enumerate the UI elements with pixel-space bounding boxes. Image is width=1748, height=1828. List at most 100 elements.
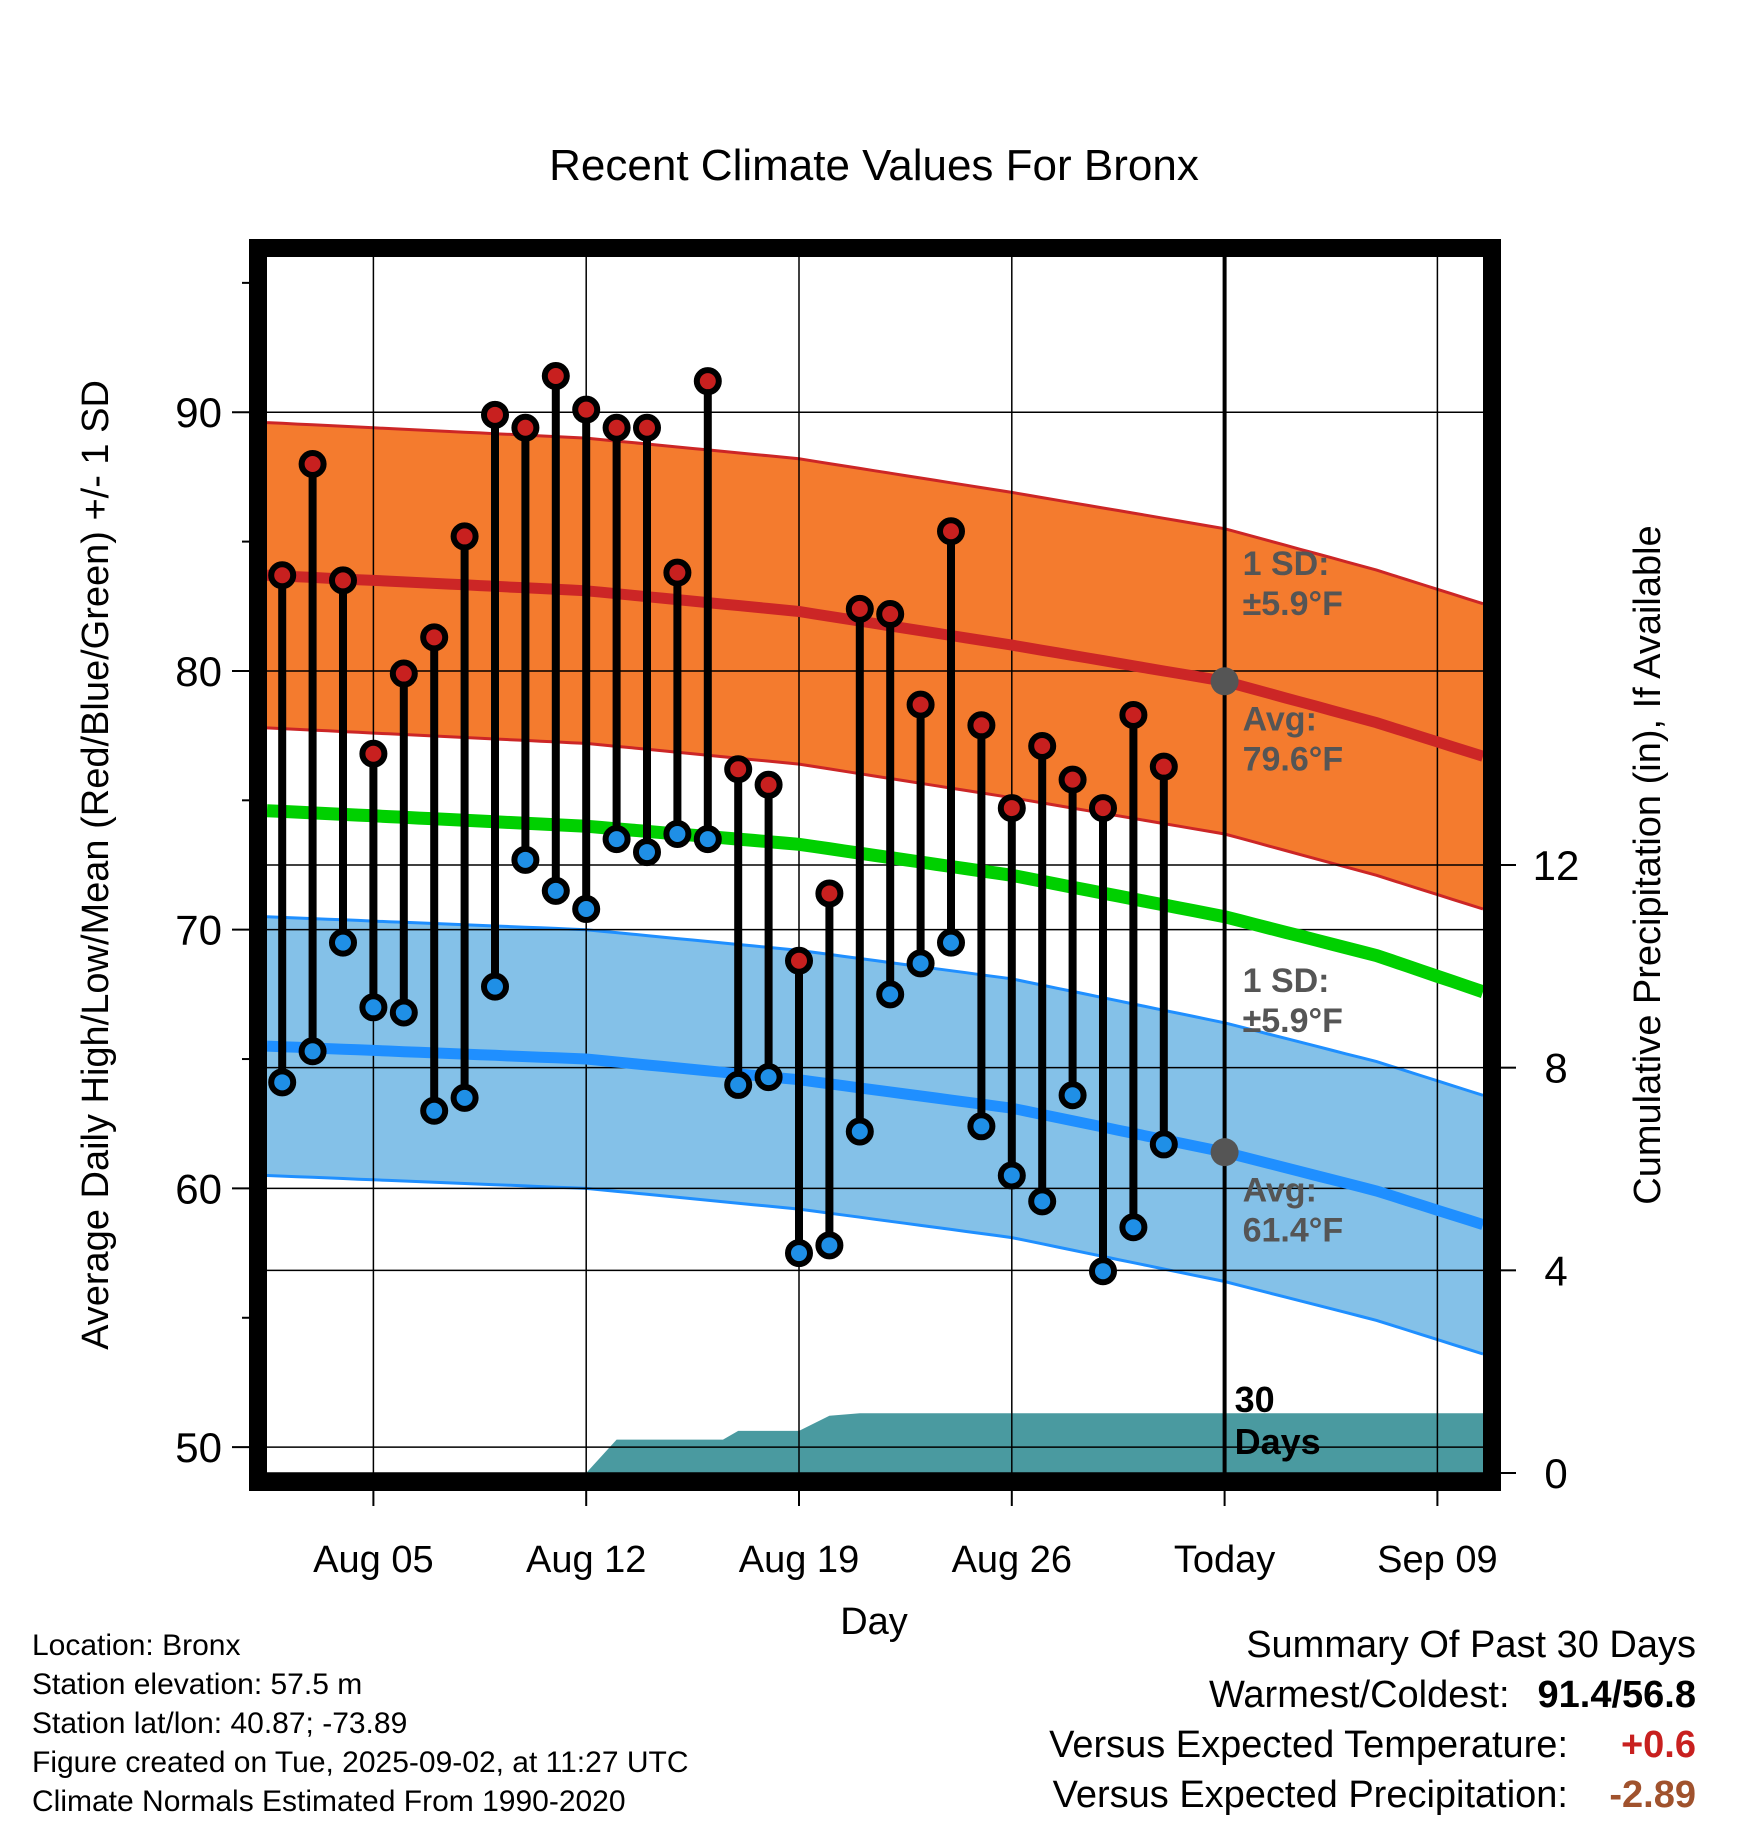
low-point: [511, 845, 540, 874]
precip-row: Versus Expected Precipitation: -2.89: [1049, 1770, 1696, 1820]
high-point: [359, 739, 388, 768]
low-point: [906, 949, 935, 978]
low-point: [693, 825, 722, 854]
high-point: [572, 395, 601, 424]
precip-value: -2.89: [1609, 1774, 1696, 1816]
low-point: [1149, 1130, 1178, 1159]
high-sd-lower-line: [266, 726, 1484, 911]
high-point: [1149, 752, 1178, 781]
low-point: [298, 1037, 327, 1066]
low-point: [997, 1161, 1026, 1190]
warm-cold-value: 91.4/56.8: [1537, 1674, 1696, 1716]
temp-label: Versus Expected Temperature:: [1049, 1724, 1568, 1766]
created-text: Figure created on Tue, 2025-09-02, at 11…: [32, 1746, 689, 1779]
low-avg-annotation: 61.4°F: [1243, 1211, 1344, 1249]
high-point: [602, 413, 631, 442]
latlon-text: Station lat/lon: 40.87; -73.89: [32, 1707, 408, 1740]
high-avg-annotation: 79.6°F: [1243, 740, 1344, 778]
x-axis-label: Day: [840, 1601, 908, 1643]
high-point: [876, 600, 905, 629]
low-point: [785, 1239, 813, 1268]
low-point: [420, 1096, 449, 1125]
y-axis-label: Average Daily High/Low/Mean (Red/Blue/Gr…: [75, 380, 117, 1350]
low-point: [845, 1117, 874, 1146]
temp-row: Versus Expected Temperature: +0.6: [1049, 1720, 1696, 1770]
x-tick-label: Aug 19: [739, 1539, 859, 1581]
high-avg-annotation: Avg:: [1243, 700, 1317, 738]
low-point: [572, 894, 601, 923]
location-text: Location: Bronx: [32, 1629, 241, 1662]
high-point: [298, 449, 327, 478]
y-tick-label: 60: [175, 1165, 222, 1212]
low-point: [663, 819, 692, 848]
low-point: [481, 972, 509, 1001]
low-point: [937, 928, 965, 957]
low-avg-annotation: Avg:: [1243, 1171, 1317, 1209]
high-point: [389, 659, 418, 688]
low-mean-line: [266, 1040, 1485, 1230]
y-tick-label: 80: [175, 648, 222, 695]
plot-frame: [249, 239, 1501, 1491]
high-mean-line: [266, 569, 1485, 762]
precip-label: Versus Expected Precipitation:: [1052, 1774, 1568, 1816]
chart-title: Recent Climate Values For Bronx: [549, 141, 1199, 190]
y2-tick-label: 0: [1544, 1450, 1567, 1497]
low-point: [633, 838, 661, 867]
x-tick-label: Aug 26: [952, 1539, 1072, 1581]
elevation-text: Station elevation: 57.5 m: [32, 1668, 363, 1701]
precipitation-area: [586, 1413, 1483, 1473]
high-point: [937, 517, 965, 546]
high-point: [754, 770, 783, 799]
high-point: [1089, 794, 1117, 823]
low-point: [754, 1063, 783, 1092]
low-point: [815, 1231, 844, 1260]
high-point: [633, 413, 661, 442]
high-point: [481, 400, 509, 429]
low-point: [876, 980, 905, 1009]
high-point: [541, 362, 570, 391]
x-tick-label: Sep 09: [1377, 1539, 1497, 1581]
normals-text: Climate Normals Estimated From 1990-2020: [32, 1785, 626, 1818]
today-days-annotation: Days: [1235, 1421, 1321, 1462]
high-sd-annotation: ±5.9°F: [1243, 585, 1343, 623]
high-point: [967, 711, 996, 740]
x-tick-label: Aug 05: [313, 1539, 433, 1581]
high-point: [268, 561, 297, 590]
low-sd-band: [267, 916, 1483, 1354]
today-low-normal-marker: [1210, 1138, 1239, 1167]
low-point: [1089, 1257, 1117, 1286]
high-point: [1028, 731, 1057, 760]
low-point: [1028, 1187, 1057, 1216]
high-point: [1119, 700, 1148, 729]
low-point: [359, 993, 388, 1022]
mean-line: [266, 804, 1486, 998]
high-point: [906, 690, 935, 719]
high-point: [329, 566, 357, 595]
low-sd-annotation: ±5.9°F: [1243, 1002, 1343, 1040]
high-point: [663, 558, 692, 587]
today-days-annotation: 30: [1235, 1379, 1275, 1420]
axes: 50 60 70 80 90 0 4 8 12 Aug 05 Aug 12 Aug 19 Aug 26 T…: [175, 281, 1579, 1581]
x-tick-label: Today: [1174, 1539, 1275, 1581]
station-info: Location: Bronx Station elevation: 57.5 …: [32, 1626, 689, 1821]
low-sd-lower-line: [266, 1174, 1484, 1356]
low-point: [450, 1083, 479, 1112]
low-point: [967, 1112, 996, 1141]
y-tick-label: 70: [175, 907, 222, 954]
y2-tick-label: 4: [1544, 1247, 1567, 1294]
summary-title: Summary Of Past 30 Days: [1246, 1624, 1696, 1666]
high-sd-upper-line: [266, 421, 1484, 606]
high-point: [420, 623, 449, 652]
low-point: [389, 998, 418, 1027]
low-point: [329, 928, 357, 957]
y-tick-label: 90: [175, 389, 222, 436]
y-tick-label: 50: [175, 1424, 222, 1471]
high-sd-annotation: 1 SD:: [1243, 545, 1330, 583]
temp-value: +0.6: [1620, 1724, 1696, 1766]
high-point: [845, 594, 874, 623]
low-point: [724, 1070, 753, 1099]
high-point: [724, 755, 753, 784]
low-sd-annotation: 1 SD:: [1243, 962, 1330, 1000]
high-point: [785, 946, 813, 975]
